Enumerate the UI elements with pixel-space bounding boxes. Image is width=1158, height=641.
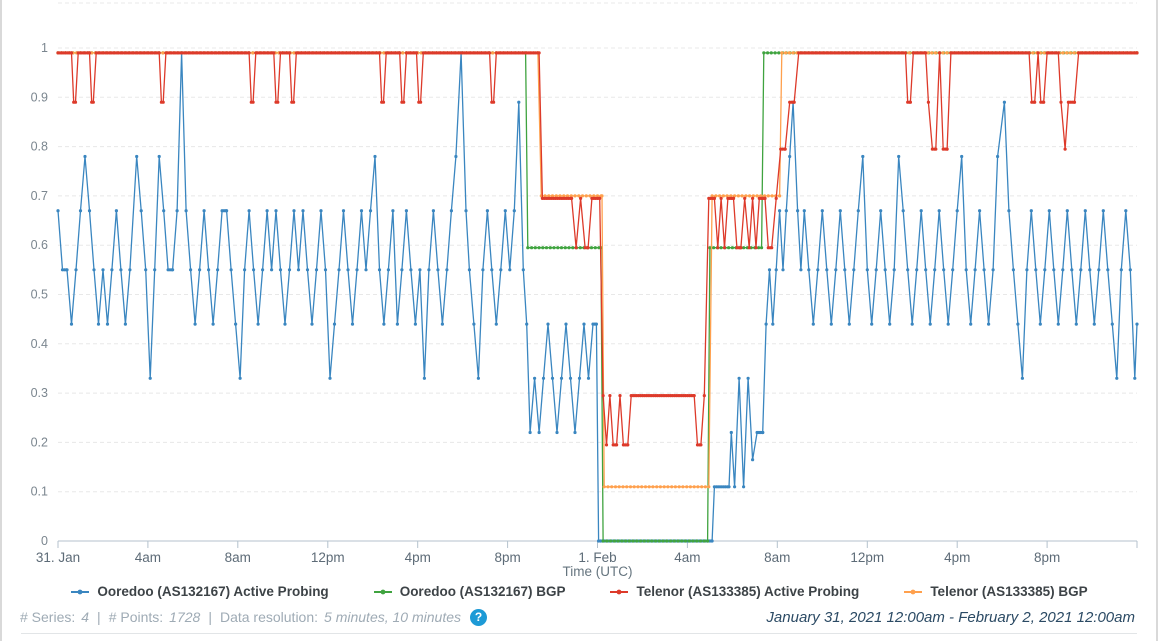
legend-item-telenor-active-probing[interactable]: Telenor (AS133385) Active Probing xyxy=(609,584,859,599)
svg-text:0.9: 0.9 xyxy=(31,90,48,104)
legend-line-marker-icon xyxy=(610,589,629,594)
bottom-divider xyxy=(21,633,1137,634)
help-icon[interactable]: ? xyxy=(470,608,487,626)
chart-legend: Ooredoo (AS132167) Active Probing Ooredo… xyxy=(2,584,1156,599)
x-axis-title: Time (UTC) xyxy=(562,564,633,579)
legend-item-ooredoo-bgp[interactable]: Ooredoo (AS132167) BGP xyxy=(373,584,566,599)
series-count-label: # Series: xyxy=(20,609,76,625)
legend-item-ooredoo-active-probing[interactable]: Ooredoo (AS132167) Active Probing xyxy=(70,584,329,599)
svg-text:12pm: 12pm xyxy=(311,550,345,565)
legend-label: Telenor (AS133385) Active Probing xyxy=(636,584,860,599)
svg-text:1. Feb: 1. Feb xyxy=(578,550,616,565)
svg-text:0.7: 0.7 xyxy=(31,189,48,203)
svg-text:0: 0 xyxy=(41,534,48,548)
svg-text:4pm: 4pm xyxy=(405,550,431,565)
legend-label: Telenor (AS133385) BGP xyxy=(930,584,1088,599)
separator: | xyxy=(97,609,101,625)
svg-text:0.3: 0.3 xyxy=(31,386,48,400)
chart-stats: # Series: 4 | # Points: 1728 | Data reso… xyxy=(20,608,487,626)
legend-label: Ooredoo (AS132167) Active Probing xyxy=(97,584,329,599)
svg-text:0.1: 0.1 xyxy=(31,485,48,499)
legend-label: Ooredoo (AS132167) BGP xyxy=(399,584,566,599)
svg-text:12pm: 12pm xyxy=(850,550,884,565)
points-count-label: # Points: xyxy=(108,609,164,625)
legend-line-marker-icon xyxy=(71,589,90,594)
svg-text:0.5: 0.5 xyxy=(31,288,48,302)
svg-text:8pm: 8pm xyxy=(1034,550,1060,565)
legend-line-marker-icon xyxy=(373,589,392,594)
svg-text:31. Jan: 31. Jan xyxy=(36,550,80,565)
svg-text:4am: 4am xyxy=(674,550,700,565)
legend-item-telenor-bgp[interactable]: Telenor (AS133385) BGP xyxy=(903,584,1088,599)
series-count-value: 4 xyxy=(81,609,90,625)
resolution-value: 5 minutes, 10 minutes xyxy=(324,609,461,625)
date-range: January 31, 2021 12:00am - February 2, 2… xyxy=(766,608,1135,626)
points-count-value: 1728 xyxy=(169,609,201,625)
svg-text:8am: 8am xyxy=(225,550,251,565)
svg-text:1: 1 xyxy=(41,41,48,55)
svg-text:4am: 4am xyxy=(135,550,161,565)
svg-text:0.4: 0.4 xyxy=(31,337,48,351)
legend-line-marker-icon xyxy=(904,589,923,594)
resolution-label: Data resolution: xyxy=(219,609,319,625)
svg-text:4pm: 4pm xyxy=(944,550,970,565)
chart-footer: # Series: 4 | # Points: 1728 | Data reso… xyxy=(20,606,1135,628)
svg-text:8pm: 8pm xyxy=(494,550,520,565)
svg-text:0.8: 0.8 xyxy=(31,140,48,154)
svg-text:0.2: 0.2 xyxy=(31,435,48,449)
svg-text:8am: 8am xyxy=(764,550,790,565)
svg-text:0.6: 0.6 xyxy=(31,238,48,252)
timeseries-chart[interactable]: 0 0.1 0.2 0.3 0.4 0.5 0.6 0.7 0.8 0.9 1 31. Jan 4am 8… xyxy=(2,0,1158,580)
separator: | xyxy=(208,609,212,625)
